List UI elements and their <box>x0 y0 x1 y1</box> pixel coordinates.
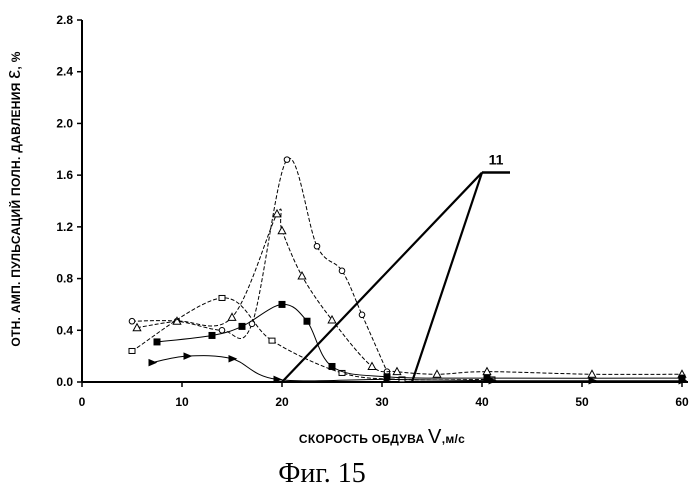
y-tick-label: 2.8 <box>56 13 73 27</box>
data-point-open-squares <box>269 338 275 343</box>
x-axis-unit: ,м/с <box>442 432 465 446</box>
data-point-open-circles <box>314 243 320 249</box>
y-axis-variable: ε <box>3 70 25 79</box>
data-point-filled-arrows <box>149 360 156 366</box>
series-line-open-circles <box>132 158 387 371</box>
y-axis-title-text: ОТН. АМП. ПУЛЬСАЦИЙ ПОЛН. ДАВЛЕНИЯ <box>8 79 23 347</box>
series-line-filled-squares <box>157 304 682 378</box>
data-point-filled-squares <box>279 301 285 307</box>
x-axis-title: СКОРОСТЬ ОБДУВА V,м/с <box>299 426 465 448</box>
series-open-triangles <box>133 209 686 377</box>
y-tick-label: 0.0 <box>56 375 73 389</box>
data-point-open-triangles <box>298 272 306 279</box>
data-point-open-circles <box>129 318 135 324</box>
x-axis-title-text: СКОРОСТЬ ОБДУВА <box>299 432 428 446</box>
data-point-filled-squares <box>154 339 160 345</box>
annotation-layer: 11 <box>282 152 510 382</box>
y-axis-unit: , % <box>9 51 23 69</box>
callout-leader <box>282 173 482 382</box>
x-tick-label: 10 <box>175 395 189 409</box>
data-point-filled-squares <box>329 363 335 369</box>
data-point-open-triangles <box>278 227 286 234</box>
data-point-open-triangles <box>483 368 491 375</box>
x-tick-label: 0 <box>79 395 86 409</box>
callout-label: 11 <box>489 152 504 168</box>
figure-caption: Фиг. 15 <box>278 458 365 489</box>
y-axis-title: ОТН. АМП. ПУЛЬСАЦИЙ ПОЛН. ДАВЛЕНИЯ ε, % <box>3 51 25 346</box>
y-tick-label: 0.8 <box>56 272 73 286</box>
axes: 0.0 0.4 0.8 1.2 1.6 2.0 2.4 2.8 0 10 20 30 40 50 60 <box>56 13 689 409</box>
series-open-circles <box>129 157 390 375</box>
chart: 0.0 0.4 0.8 1.2 1.6 2.0 2.4 2.8 0 10 20 30 40 50 60 11… <box>0 0 699 493</box>
data-point-open-circles <box>339 268 345 274</box>
y-tick-label: 1.6 <box>56 168 73 182</box>
data-point-open-triangles <box>273 210 281 217</box>
series-filled-squares <box>154 301 685 381</box>
x-tick-label: 20 <box>275 395 289 409</box>
data-point-open-circles <box>219 327 225 333</box>
series-line-open-triangles <box>137 209 682 374</box>
x-axis-variable: V <box>428 426 442 448</box>
data-point-filled-arrows <box>184 353 191 359</box>
data-point-open-circles <box>359 312 365 318</box>
y-tick-label: 0.4 <box>56 323 73 337</box>
series-layer <box>129 157 686 384</box>
data-point-open-triangles <box>588 370 596 377</box>
x-tick-label: 60 <box>675 395 689 409</box>
x-tick-label: 50 <box>575 395 589 409</box>
callout-leader <box>412 173 482 382</box>
data-point-filled-squares <box>239 323 245 329</box>
data-point-open-squares <box>219 295 225 300</box>
y-tick-label: 2.0 <box>56 116 73 130</box>
data-point-filled-squares <box>209 332 215 338</box>
data-point-open-squares <box>129 348 135 353</box>
y-tick-label: 2.4 <box>56 65 73 79</box>
data-point-open-circles <box>284 157 290 163</box>
x-tick-label: 30 <box>375 395 389 409</box>
y-tick-label: 1.2 <box>56 220 73 234</box>
data-point-filled-squares <box>304 318 310 324</box>
x-tick-label: 40 <box>475 395 489 409</box>
data-point-filled-arrows <box>229 356 236 362</box>
data-point-open-triangles <box>433 370 441 377</box>
